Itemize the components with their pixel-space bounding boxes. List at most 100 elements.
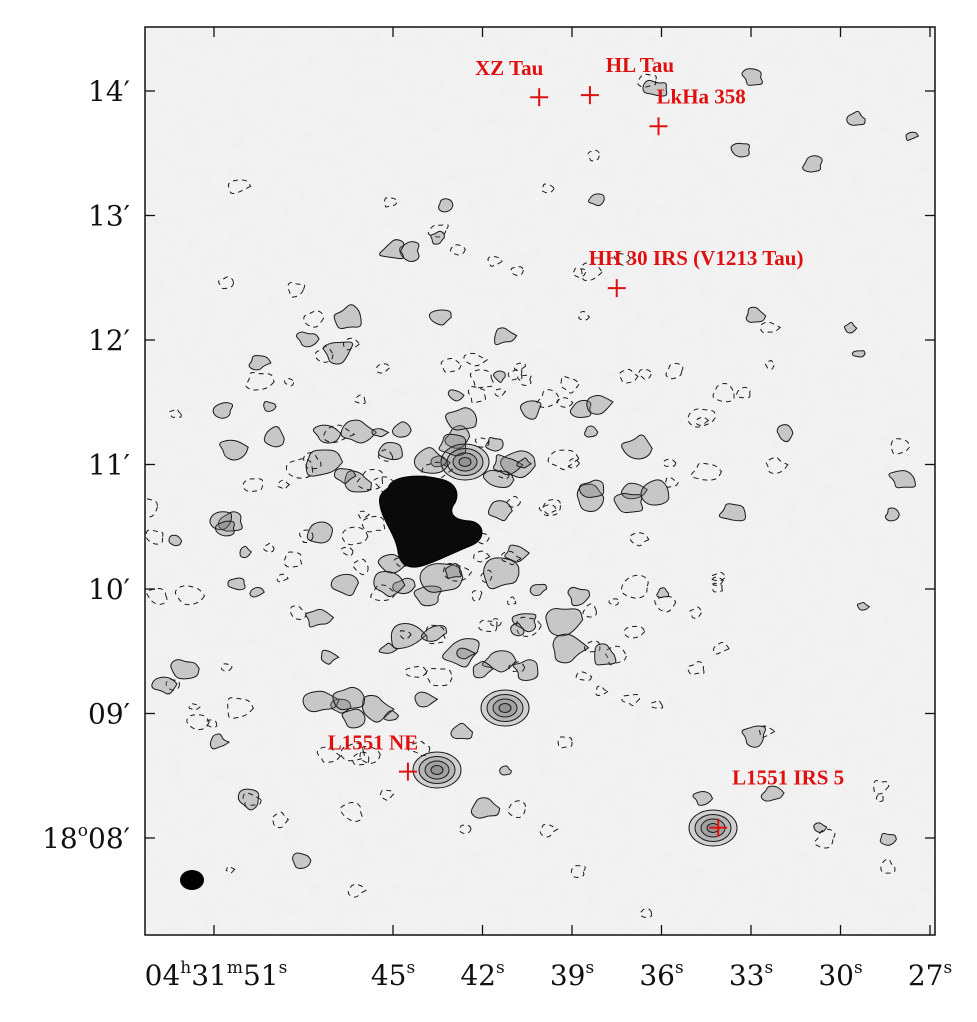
negative-contour [102,389,131,409]
positive-contour [295,331,320,348]
negative-contour [536,389,561,409]
positive-contour [745,306,767,323]
negative-contour [690,462,723,481]
positive-contour [483,557,520,590]
positive-contour [730,142,750,158]
positive-contour [239,545,252,559]
positive-contour [312,424,342,444]
positive-contour [851,350,866,358]
negative-contour [289,605,307,620]
positive-contour [458,457,472,467]
positive-contour [263,426,285,448]
source-markers: XZ Tau HL Tau LkHa 358 HH 30 IRS (V1213 Tau… [328,53,844,837]
plot-frame [144,26,936,936]
negative-contour [323,424,356,444]
negative-contour [352,751,370,766]
negative-contour [450,244,466,256]
negative-contour [689,606,703,619]
positive-contour [379,239,405,260]
positive-contour [905,131,920,141]
negative-contour [478,619,498,633]
intensity-map [145,27,935,935]
positive-contour [480,689,530,727]
positive-contour [499,765,512,776]
positive-contour [168,534,183,547]
negative-contour [341,526,369,546]
negative-contour [557,736,573,749]
negative-contour [575,671,593,682]
negative-contour [473,550,491,563]
positive-contour [378,441,403,461]
positive-contour [470,797,501,819]
negative-contour [508,661,526,672]
positive-contour [640,479,670,506]
negative-contour [361,515,386,533]
positive-contour [888,470,916,489]
negative-contour [496,469,510,480]
positive-contour [504,544,530,563]
negative-contour [276,573,289,583]
positive-contour [322,341,354,365]
positive-contour [340,419,378,444]
negative-contour [425,624,446,645]
negative-contour [165,678,181,691]
positive-contour [486,694,524,722]
negative-contour [467,386,487,404]
negative-contour [373,476,402,494]
negative-contour [359,746,381,764]
negative-contour [276,479,291,490]
negative-contour [687,408,716,428]
negative-contour [758,725,777,739]
source-label: LkHa 358 [657,84,746,108]
negative-contour [188,703,202,711]
positive-contour [399,241,420,263]
positive-contour [500,450,536,479]
positive-contour [428,309,452,326]
positive-contour [492,454,524,476]
negative-contour [695,416,710,426]
negative-contour [342,337,361,351]
negative-contour [218,276,235,290]
negative-contour [712,642,730,655]
positive-contour [445,407,478,431]
negative-contour [584,640,601,653]
positive-contour [843,321,858,334]
negative-contour [205,719,218,728]
negative-contour [354,394,366,405]
positive-contour [332,686,366,711]
positive-contour [227,577,246,591]
x-tick-label: 36s [639,958,683,992]
positive-contour [414,691,439,708]
positive-contour [440,443,490,481]
positive-contour [456,647,477,660]
negative-contour [284,378,295,387]
positive-contour [333,468,357,484]
negative-contour [404,665,428,678]
negative-contour [637,73,657,88]
beam-ellipse [180,870,204,890]
contour-layer [102,68,920,918]
negative-contour [665,363,684,380]
negative-contour [227,697,255,719]
positive-contour [578,479,605,498]
positive-contour [802,155,823,173]
negative-contour [556,397,574,408]
negative-contour [515,616,543,637]
negative-contour [507,800,526,819]
negative-contour [357,510,371,519]
negative-contour [469,369,495,389]
positive-contour [447,389,465,402]
source-marker-hl-tau: HL Tau [580,53,674,105]
negative-contour [487,255,503,267]
positive-contour [472,661,494,679]
negative-contour [712,382,735,403]
positive-contour [212,402,234,419]
negative-contour [393,557,408,568]
positive-contour [516,457,533,469]
negative-contour [581,262,603,282]
x-axis: 04h31m51s 45s 42s 39s 36s 33s 30s 27s [145,27,952,992]
negative-contour [875,794,884,803]
positive-contour [519,400,542,420]
negative-contour [352,558,369,576]
negative-contour [316,746,342,763]
